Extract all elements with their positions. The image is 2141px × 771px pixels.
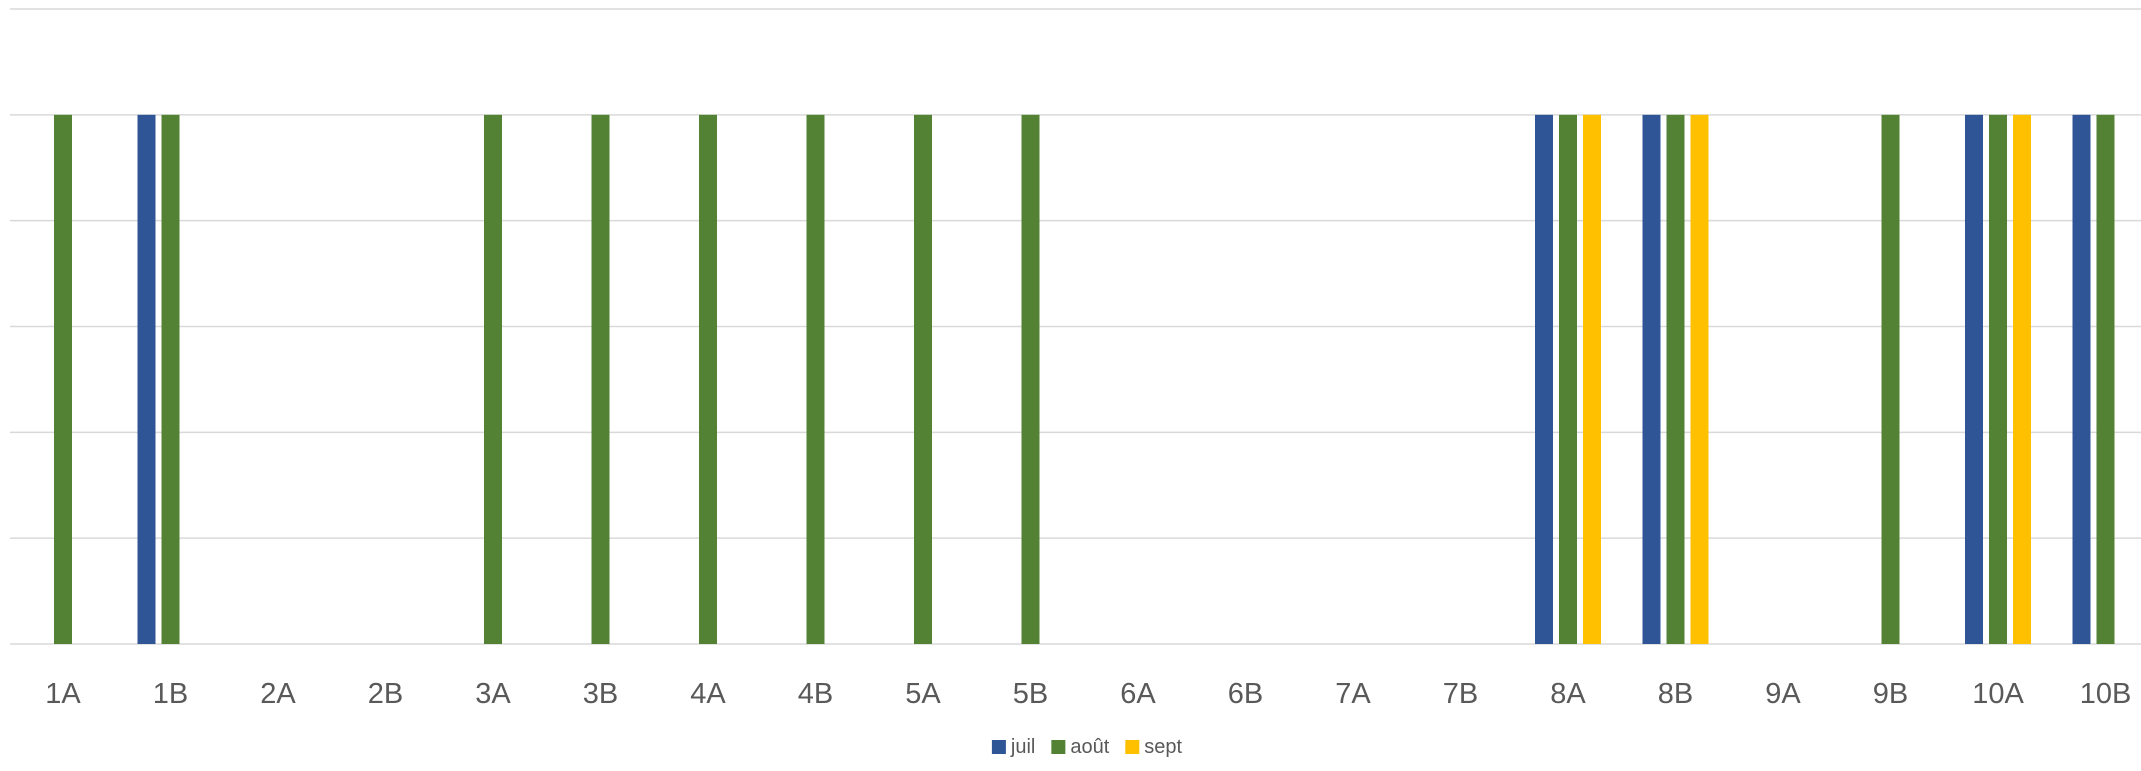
gridlines [10, 8, 2141, 645]
x-tick-label-10A: 10A [1972, 678, 2024, 710]
bar-juil-1B [137, 114, 156, 645]
x-tick-label-9A: 9A [1765, 678, 1801, 710]
legend-swatch-août [1051, 740, 1066, 754]
x-tick-label-7B: 7B [1443, 678, 1478, 710]
legend-label-août: août [1070, 736, 1109, 758]
bar-juil-10A [1965, 114, 1983, 645]
bar-août-1A [54, 114, 72, 645]
bar-août-3A [484, 114, 502, 645]
x-tick-label-1A: 1A [45, 678, 81, 710]
bar-août-8A [1559, 114, 1577, 645]
x-tick-label-2B: 2B [368, 678, 403, 710]
bar-août-4A [699, 114, 717, 645]
x-tick-label-4B: 4B [798, 678, 833, 710]
legend-label-juil: juil [1010, 736, 1035, 758]
x-tick-label-1B: 1B [153, 678, 188, 710]
x-tick-label-2A: 2A [260, 678, 296, 710]
bar-juil-8B [1642, 114, 1661, 645]
bars [54, 114, 2115, 645]
bar-sept-8A [1583, 114, 1601, 645]
bar-sept-8B [1690, 114, 1709, 645]
bar-août-10A [1989, 114, 2007, 645]
x-tick-label-9B: 9B [1873, 678, 1908, 710]
x-tick-label-6A: 6A [1120, 678, 1156, 710]
legend-swatch-sept [1125, 740, 1140, 754]
x-tick-label-5A: 5A [905, 678, 941, 710]
bar-août-9B [1881, 114, 1900, 645]
bar-août-5A [914, 114, 932, 645]
bar-sept-10A [2013, 114, 2031, 645]
x-tick-label-5B: 5B [1013, 678, 1048, 710]
bar-août-4B [806, 114, 825, 645]
bar-août-10B [2096, 114, 2115, 645]
x-tick-label-10B: 10B [2080, 678, 2132, 710]
x-axis-tick-labels: 1A 1B 2A 2B 3A 3B 4A 4B 5A 5B 6A 6B 7A 7B 8A 8B 9A 9B 10A 1… [45, 678, 2131, 710]
x-tick-label-7A: 7A [1335, 678, 1371, 710]
x-tick-label-6B: 6B [1228, 678, 1263, 710]
bar-juil-10B [2072, 114, 2091, 645]
legend-swatch-juil [991, 740, 1006, 754]
legend: juil août sept [991, 736, 1183, 758]
bar-août-1B [161, 114, 180, 645]
bar-juil-8A [1535, 114, 1553, 645]
bar-août-8B [1666, 114, 1685, 645]
x-tick-label-3B: 3B [583, 678, 618, 710]
bar-août-3B [591, 114, 610, 645]
bar-août-5B [1021, 114, 1040, 645]
legend-label-sept: sept [1144, 736, 1182, 758]
x-tick-label-4A: 4A [690, 678, 726, 710]
x-tick-label-8B: 8B [1658, 678, 1693, 710]
x-tick-label-3A: 3A [475, 678, 511, 710]
x-tick-label-8A: 8A [1550, 678, 1586, 710]
